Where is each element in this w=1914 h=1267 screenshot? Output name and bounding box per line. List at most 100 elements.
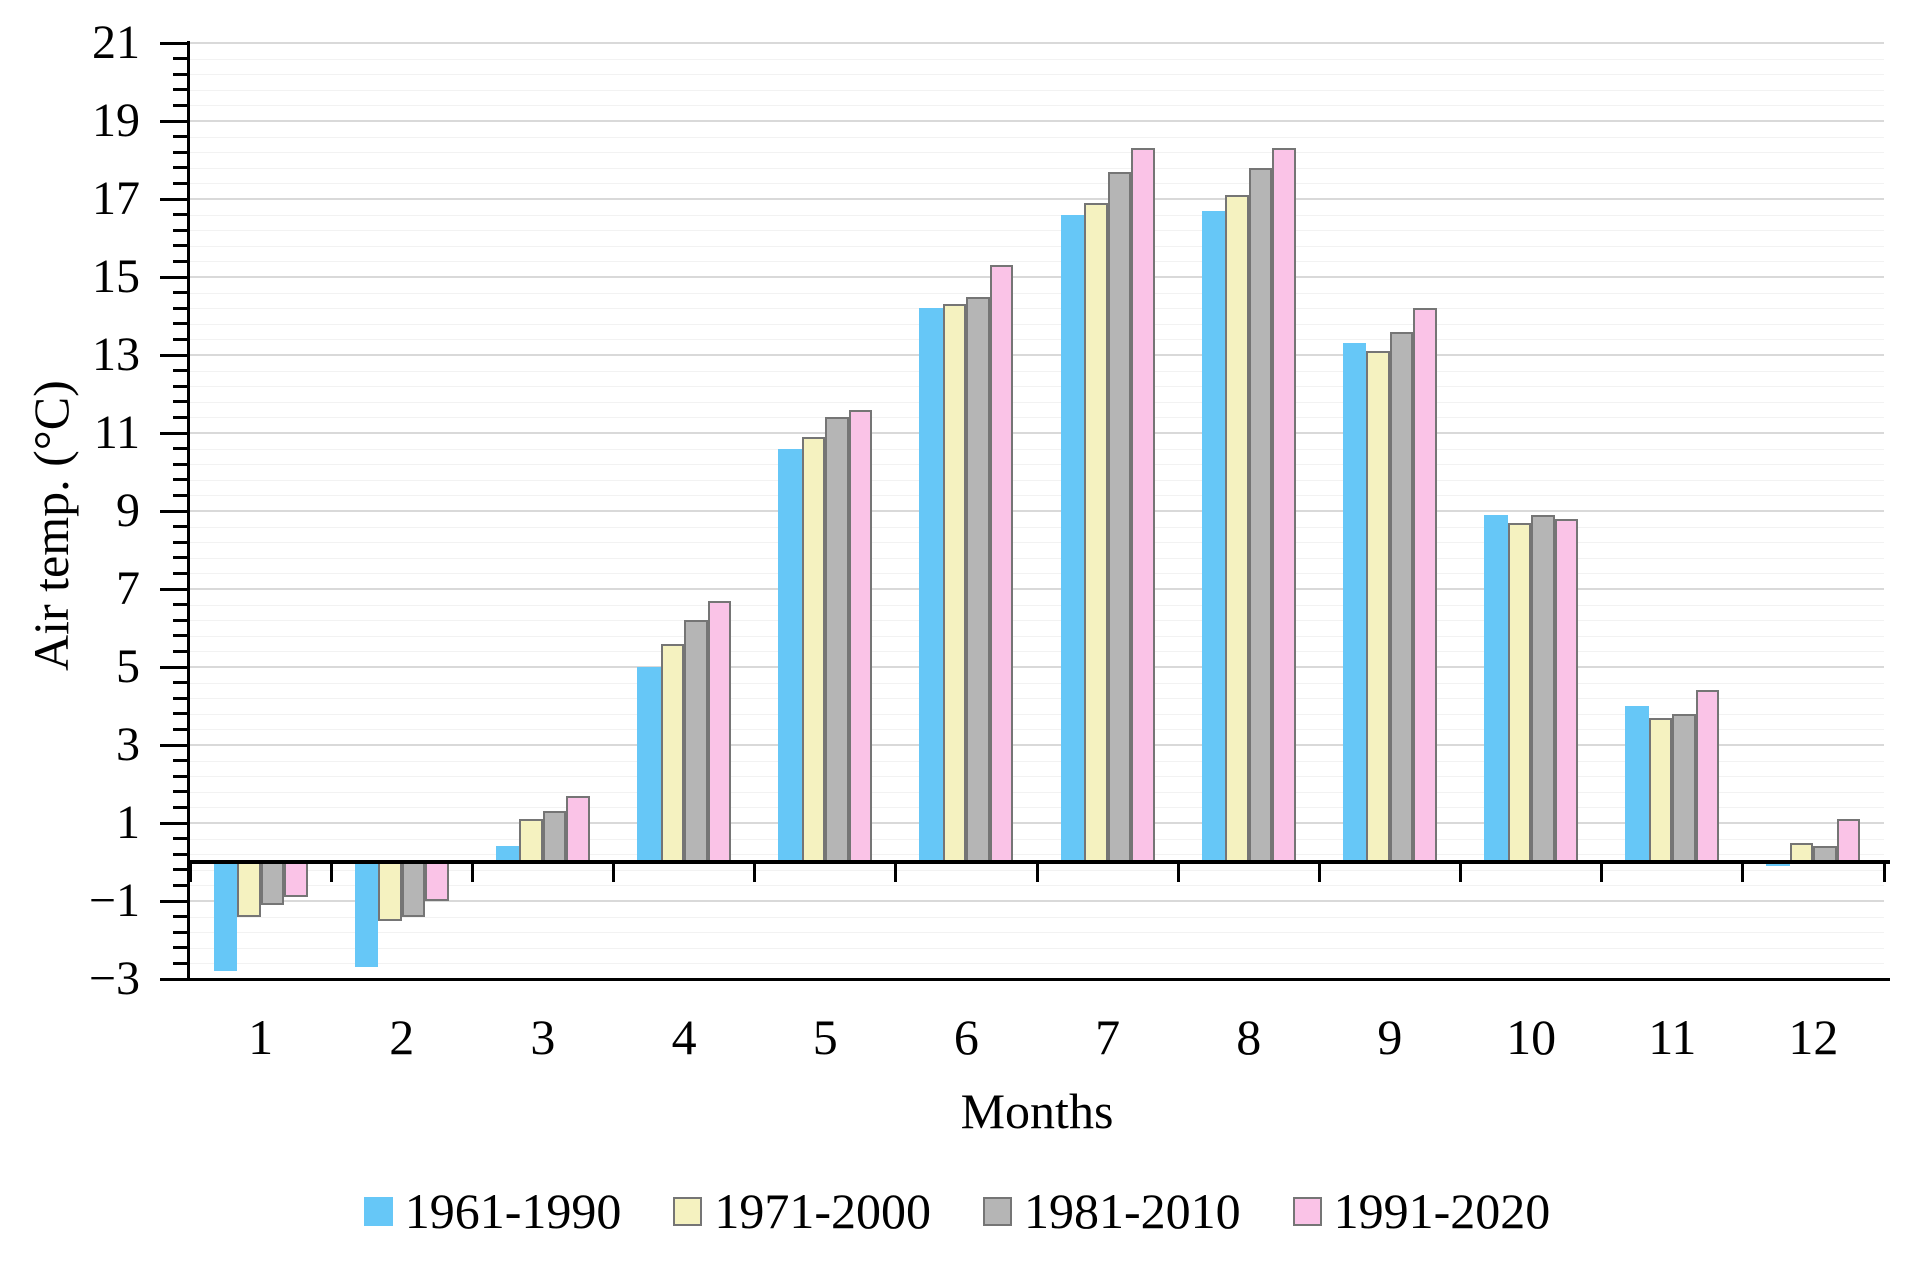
y-minor-tick [173,696,190,700]
bar-1971-2000-month-1 [237,862,261,917]
y-minor-tick [173,306,190,310]
y-minor-gridline [190,464,1884,466]
bar-1971-2000-month-7 [1084,202,1108,862]
y-minor-tick [173,135,190,139]
y-major-gridline [190,588,1884,590]
y-minor-gridline [190,651,1884,653]
bar-1971-2000-month-2 [378,862,402,921]
y-major-tick [160,509,190,513]
bar-1971-2000-month-6 [942,304,967,862]
y-minor-tick [173,244,190,248]
y-tick-label: −3 [88,952,140,1005]
y-minor-gridline [190,167,1884,169]
bar-1961-1990-month-10 [1484,514,1508,862]
y-minor-gridline [190,417,1884,419]
y-tick-label: 5 [116,640,140,693]
y-minor-gridline [190,495,1884,497]
y-major-tick [160,665,190,669]
x-tick-label-month-3: 3 [530,1009,556,1065]
x-axis-tick [1317,862,1321,882]
y-tick-label: 1 [116,796,140,849]
y-minor-tick [173,72,190,76]
bar-1991-2020-month-1 [284,862,308,898]
legend-swatch-icon [673,1196,703,1226]
x-axis-tick [1035,862,1039,882]
y-minor-tick [173,400,190,404]
y-minor-tick [173,384,190,388]
bar-1961-1990-month-3 [495,846,520,862]
legend-label: 1981-2010 [1024,1183,1241,1239]
x-axis-tick [1459,862,1462,882]
y-minor-tick [173,525,190,529]
y-tick-label: 11 [93,406,140,459]
y-tick-label: 15 [92,250,140,303]
y-minor-gridline [190,916,1884,918]
x-tick-label-month-10: 10 [1506,1009,1557,1065]
y-tick-label: 3 [116,718,140,771]
y-minor-gridline [190,136,1884,138]
y-minor-gridline [190,573,1884,575]
y-minor-tick [173,805,190,809]
x-axis-tick [753,862,757,882]
bar-1961-1990-month-2 [354,862,379,968]
y-minor-tick [173,337,190,341]
y-minor-gridline [190,292,1884,294]
bar-1971-2000-month-10 [1507,522,1532,862]
bar-1991-2020-month-6 [989,265,1014,862]
legend: 1961-1990 1971-2000 1981-2010 1991-2020 [0,1186,1914,1236]
y-minor-gridline [190,105,1884,107]
bar-1971-2000-month-8 [1225,195,1249,862]
y-minor-gridline [190,183,1884,185]
x-axis-tick [1741,862,1745,882]
y-minor-tick [173,634,190,638]
y-minor-gridline [190,932,1884,934]
y-minor-tick [173,447,190,451]
y-tick-label: 19 [92,94,140,147]
y-major-gridline [190,510,1884,512]
y-minor-tick [173,322,190,326]
legend-label: 1961-1990 [404,1183,622,1239]
legend-item-1981-2010: 1981-2010 [983,1186,1241,1236]
y-minor-tick [173,837,190,841]
y-minor-gridline [190,323,1884,325]
y-minor-gridline [190,885,1884,887]
bar-1981-2010-month-3 [542,811,567,862]
bar-1981-2010-month-4 [684,620,708,862]
bar-1981-2010-month-7 [1107,171,1132,862]
x-axis-tick [188,862,192,882]
x-axis-tick [1600,862,1604,882]
y-minor-tick [173,790,190,794]
y-minor-tick [173,540,190,544]
y-major-gridline [190,198,1884,200]
x-tick-label-month-1: 1 [248,1009,274,1065]
y-minor-tick [173,493,190,497]
y-minor-gridline [190,89,1884,91]
y-minor-gridline [190,713,1884,715]
y-major-tick [160,977,190,981]
y-minor-tick [173,649,190,653]
y-tick-label: 13 [92,328,140,381]
legend-swatch-icon [363,1196,393,1226]
x-axis-title: Months [960,1083,1114,1139]
y-minor-tick [173,618,190,622]
legend-item-1971-2000: 1971-2000 [673,1186,931,1236]
y-major-gridline [190,42,1884,44]
y-major-tick [160,197,190,201]
y-minor-tick [173,930,190,934]
y-minor-gridline [190,245,1884,247]
legend-swatch-icon [1292,1196,1322,1226]
y-minor-gridline [190,557,1884,559]
bar-1991-2020-month-3 [566,795,590,862]
y-minor-gridline [190,635,1884,637]
y-minor-gridline [190,370,1884,372]
y-minor-gridline [190,261,1884,263]
legend-item-1991-2020: 1991-2020 [1292,1186,1550,1236]
y-minor-gridline [190,58,1884,60]
y-minor-tick [173,603,190,607]
x-tick-label-month-5: 5 [812,1009,838,1065]
y-major-gridline [190,432,1884,434]
y-major-tick [160,431,190,435]
y-minor-gridline [190,526,1884,528]
y-minor-tick [173,727,190,731]
bottom-spine [187,978,1890,981]
